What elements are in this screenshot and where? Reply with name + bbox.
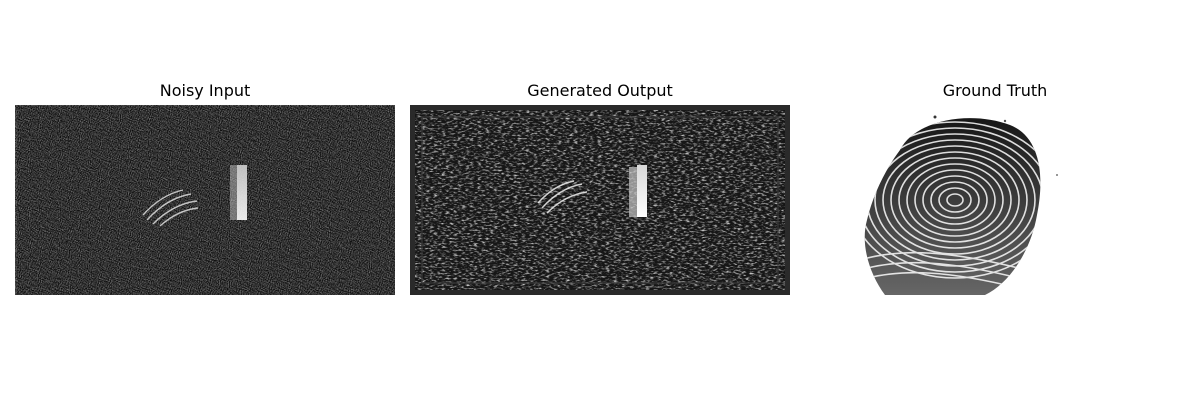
panel-title: Generated Output [527,81,673,100]
generated-output-image [410,105,790,295]
noisy-input-image [15,105,395,295]
ground-truth-fingerprint-image [805,105,1185,295]
panel-title: Ground Truth [942,81,1048,100]
panel-title: Noisy Input [159,81,251,100]
